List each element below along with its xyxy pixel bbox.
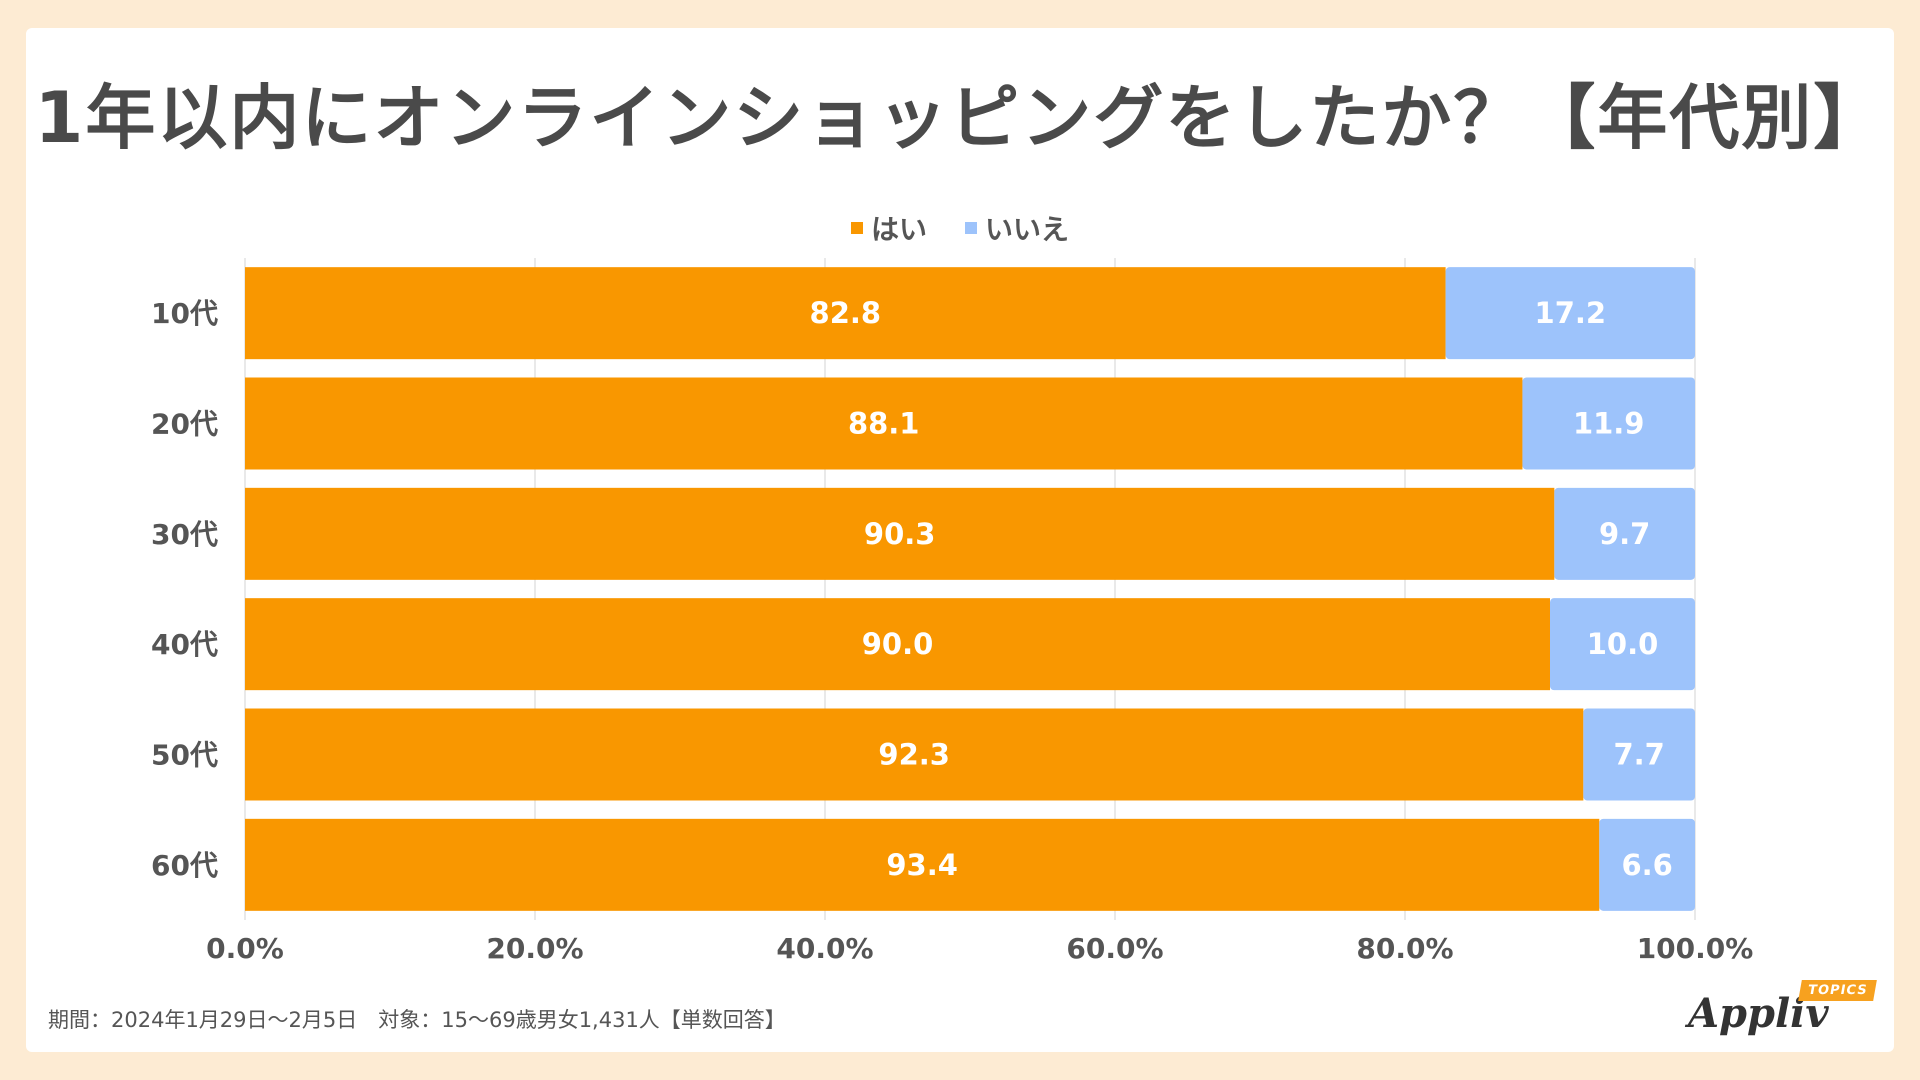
- x-tick-label: 20.0%: [486, 932, 583, 965]
- legend-swatch-yes: [850, 222, 863, 234]
- bar-segment-yes: [245, 818, 1600, 911]
- data-label-no: 11.9: [1573, 407, 1645, 441]
- category-label: 50代: [151, 739, 218, 772]
- footnote: 期間：2024年1月29日～2月5日 対象：15～69歳男女1,431人【単数回…: [48, 1008, 786, 1032]
- x-tick-label: 80.0%: [1356, 932, 1453, 965]
- bar-segment-no: [1554, 487, 1695, 580]
- data-label-yes: 93.4: [886, 848, 958, 882]
- category-label: 40代: [151, 628, 218, 661]
- legend-item-yes: はい: [850, 208, 927, 248]
- data-label-yes: 82.8: [810, 296, 882, 330]
- data-label-yes: 90.0: [862, 627, 934, 661]
- bar-segment-no: [1522, 377, 1695, 470]
- data-label-yes: 90.3: [864, 517, 936, 551]
- x-tick-label: 100.0%: [1637, 932, 1754, 965]
- logo-badge: TOPICS: [1798, 980, 1878, 1001]
- legend-swatch-no: [965, 222, 977, 234]
- bar-segment-yes: [245, 487, 1555, 580]
- chart-title: 1年以内にオンラインショッピングをしたか？【年代別】: [34, 77, 1886, 159]
- bar-segment-no: [1550, 598, 1695, 691]
- bar-segment-no: [1583, 708, 1695, 801]
- x-tick-label: 60.0%: [1066, 932, 1163, 965]
- bar-segment-no: [1445, 267, 1695, 360]
- category-label: 20代: [151, 408, 218, 441]
- data-label-no: 7.7: [1613, 738, 1664, 772]
- x-tick-label: 40.0%: [776, 932, 873, 965]
- category-label: 30代: [151, 518, 218, 551]
- data-label-no: 9.7: [1599, 517, 1650, 551]
- data-label-yes: 88.1: [848, 407, 920, 441]
- legend: はい いいえ: [0, 208, 1920, 248]
- applivtopics-logo: Appliv TOPICS: [1688, 980, 1878, 1044]
- data-label-no: 6.6: [1621, 848, 1672, 882]
- x-tick-label: 0.0%: [206, 932, 284, 965]
- data-label-no: 10.0: [1587, 627, 1659, 661]
- bar-segment-no: [1599, 818, 1695, 911]
- category-label: 10代: [151, 297, 218, 330]
- bar-segment-yes: [245, 267, 1446, 360]
- legend-label-yes: はい: [870, 213, 927, 246]
- legend-label-no: いいえ: [985, 213, 1070, 246]
- bar-segment-yes: [245, 598, 1550, 691]
- data-label-no: 17.2: [1535, 296, 1607, 330]
- category-label: 60代: [151, 849, 218, 882]
- legend-item-no: いいえ: [965, 208, 1069, 248]
- data-label-yes: 92.3: [878, 738, 950, 772]
- bar-segment-yes: [245, 708, 1584, 801]
- bar-segment-yes: [245, 377, 1523, 470]
